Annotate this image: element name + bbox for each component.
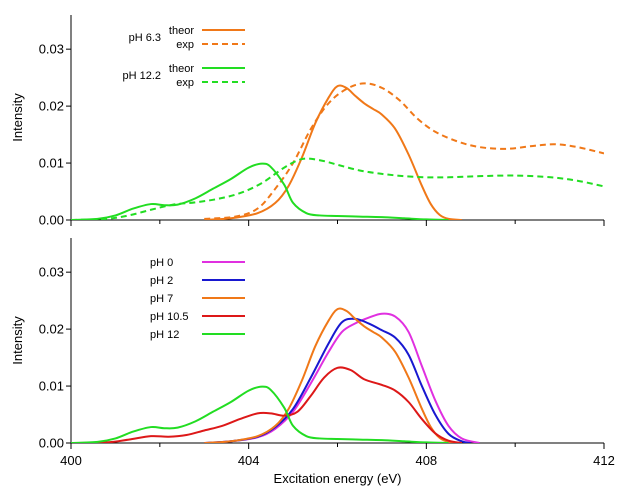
legend-entry-label: pH 12 — [150, 329, 179, 341]
series-line-ph-12-2-theor — [71, 162, 449, 220]
y-tick-label: 0.03 — [39, 42, 64, 57]
x-tick-label: 412 — [593, 453, 615, 468]
legend-entry-label: pH 0 — [150, 257, 173, 269]
series-line-ph-12-2-exp — [71, 157, 604, 220]
legend-entry-label: pH 2 — [150, 275, 173, 287]
y-tick-label: 0.00 — [39, 436, 64, 451]
series-line-ph-7 — [204, 307, 462, 443]
legend-group-label: pH 12.2 — [122, 70, 161, 82]
legend-entry-label: theor — [169, 63, 194, 75]
legend-entry-label: theor — [169, 25, 194, 37]
panel-bottom: 0.00 0.01 0.02 0.03 400 404 408 412 Intensity Exc… — [10, 238, 615, 486]
panel-top: 0.00 0.01 0.02 0.03 Intensity pH 6.3 theor exp p… — [10, 15, 605, 228]
y-tick-label: 0.02 — [39, 322, 64, 337]
y-tick-label: 0.02 — [39, 99, 64, 114]
series-line-ph-6-3-theor — [204, 84, 462, 220]
y-axis-label: Intensity — [10, 316, 25, 365]
legend-entry-label: exp — [176, 77, 194, 89]
series-line-ph-12 — [71, 385, 449, 443]
y-tick-label: 0.01 — [39, 379, 64, 394]
y-tick-label: 0.00 — [39, 213, 64, 228]
x-tick-label: 404 — [238, 453, 260, 468]
legend-group-label: pH 6.3 — [129, 32, 161, 44]
y-tick-label: 0.03 — [39, 265, 64, 280]
x-tick-label: 408 — [415, 453, 437, 468]
series-line-ph-10-5 — [71, 366, 463, 443]
series-line-ph-6-3-exp — [204, 82, 604, 220]
x-tick-label: 400 — [60, 453, 82, 468]
legend-entry-label: pH 7 — [150, 293, 173, 305]
y-tick-label: 0.01 — [39, 156, 64, 171]
y-axis-label: Intensity — [10, 93, 25, 142]
series-line-ph-0 — [204, 312, 480, 443]
legend-entry-label: exp — [176, 39, 194, 51]
legend-entry-label: pH 10.5 — [150, 311, 189, 323]
x-axis-label: Excitation energy (eV) — [274, 471, 402, 486]
